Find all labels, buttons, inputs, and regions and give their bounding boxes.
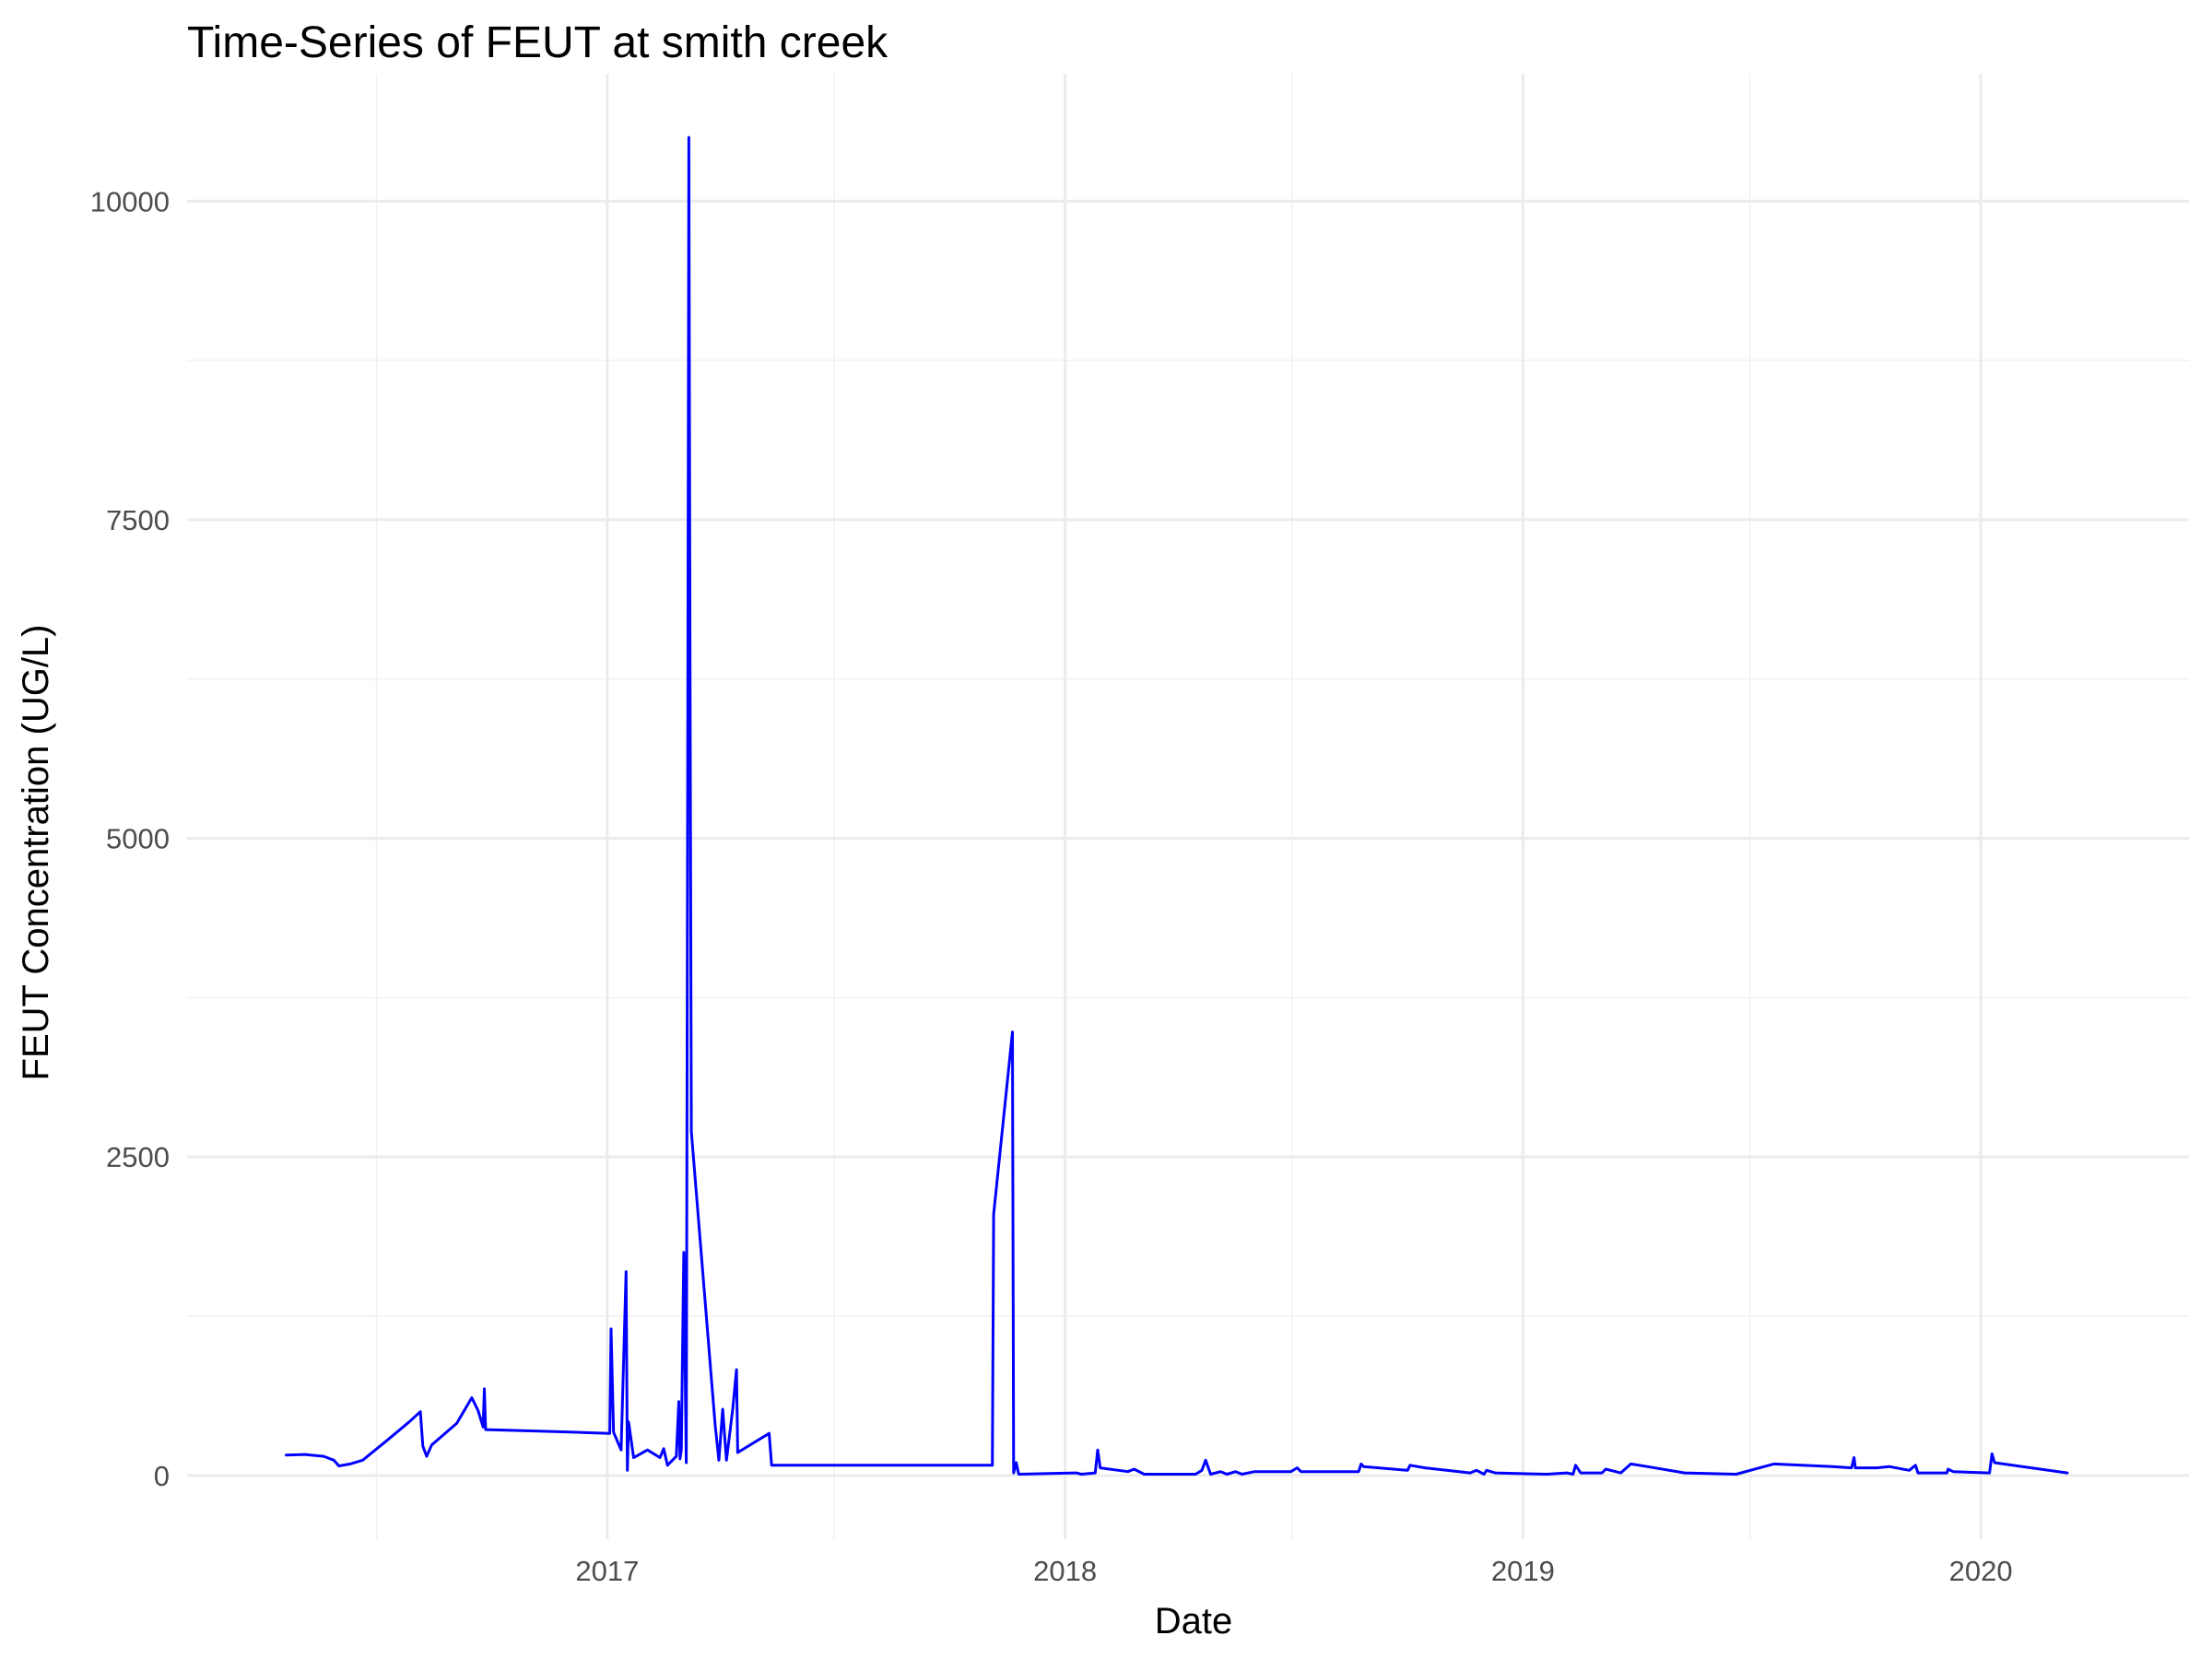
y-axis-title: FEUT Concentration (UG/L) bbox=[16, 625, 56, 1081]
x-tick-label: 2017 bbox=[575, 1555, 639, 1587]
tick-labels: 0 2500 5000 7500 10000 2017 2018 2019 2020 bbox=[90, 185, 2013, 1587]
x-tick-label: 2019 bbox=[1491, 1555, 1555, 1587]
series-layer bbox=[285, 135, 2069, 1476]
x-tick-label: 2020 bbox=[1949, 1555, 2013, 1587]
grid bbox=[187, 74, 2189, 1539]
y-tick-label: 2500 bbox=[106, 1141, 170, 1173]
series-line bbox=[285, 135, 2069, 1476]
x-tick-label: 2018 bbox=[1033, 1555, 1097, 1587]
y-tick-label: 5000 bbox=[106, 823, 170, 855]
y-tick-label: 0 bbox=[154, 1460, 170, 1492]
y-tick-label: 10000 bbox=[90, 185, 170, 218]
y-tick-label: 7500 bbox=[106, 504, 170, 536]
chart-title: Time-Series of FEUT at smith creek bbox=[187, 18, 888, 67]
x-axis-title: Date bbox=[1155, 1601, 1233, 1641]
